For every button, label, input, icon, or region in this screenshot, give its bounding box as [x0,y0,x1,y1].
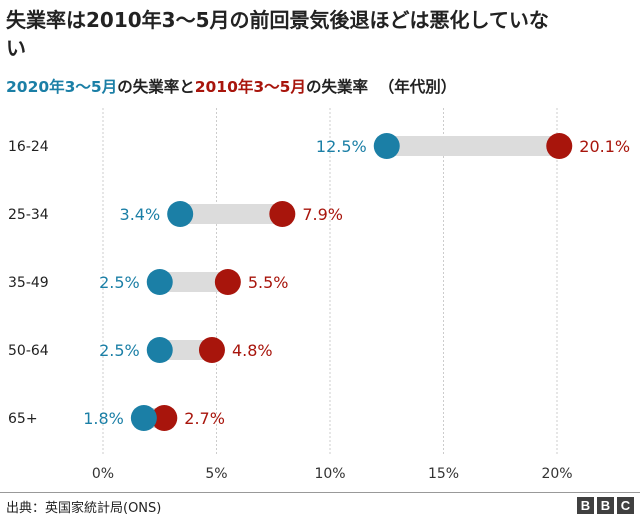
dot-2020 [130,405,157,431]
x-tick-label: 20% [541,466,572,482]
data-label-2020: 3.4% [120,205,161,224]
subtitle-by-age-text: （年代別） [378,78,457,96]
dot-2020 [167,201,194,227]
dumbbell-chart: 0% 5% 10% 15% 20% 16-24 12.5% 20.1% 25-34 3.4% 7.9… [8,108,630,482]
category-label: 25-34 [8,207,49,223]
dot-2010 [546,133,573,159]
footer-divider [0,492,640,493]
data-label-2020: 2.5% [99,273,140,292]
category-label: 35-49 [8,275,49,291]
data-label-2010: 4.8% [232,341,273,360]
category-label: 16-24 [8,139,49,155]
x-tick-label: 10% [314,466,345,482]
chart-subtitle: 2020年3〜5月の失業率と2010年3〜5月の失業率 （年代別） [6,75,456,97]
data-label-2010: 5.5% [248,273,289,292]
data-label-2010: 2.7% [184,409,225,428]
dot-2010 [151,405,178,431]
dot-2020 [373,133,400,159]
x-tick-label: 5% [205,466,227,482]
x-tick-label: 0% [92,466,114,482]
dot-2010 [269,201,296,227]
data-label-2020: 2.5% [99,341,140,360]
data-label-2020: 12.5% [316,137,367,156]
bbc-logo-letter: C [617,497,634,514]
source-note: 出典：英国家統計局(ONS) [6,501,162,516]
chart-title: 失業率は2010年3〜5月の前回景気後退ほどは悪化していない [6,8,549,60]
dot-2010 [214,269,241,295]
dot-2020 [146,269,173,295]
legend-2010-label: 2010年3〜5月 [194,78,306,96]
data-label-2010: 20.1% [579,137,630,156]
subtitle-rate-text: の失業率 [305,78,368,96]
dot-2010 [198,337,225,363]
bbc-logo-letter: B [597,497,614,514]
connector-bar [180,204,283,224]
category-label: 50-64 [8,343,49,359]
bbc-logo: B B C [577,497,634,514]
bbc-logo-letter: B [577,497,594,514]
x-tick-label: 15% [428,466,459,482]
connector-bar [386,136,560,156]
subtitle-connector-text: の失業率と [117,78,195,96]
legend-2020-label: 2020年3〜5月 [6,78,118,96]
category-label: 65+ [8,411,38,427]
dot-2020 [146,337,173,363]
connector-bar [159,340,212,360]
data-label-2010: 7.9% [302,205,343,224]
connector-bar [159,272,228,292]
data-label-2020: 1.8% [83,409,124,428]
